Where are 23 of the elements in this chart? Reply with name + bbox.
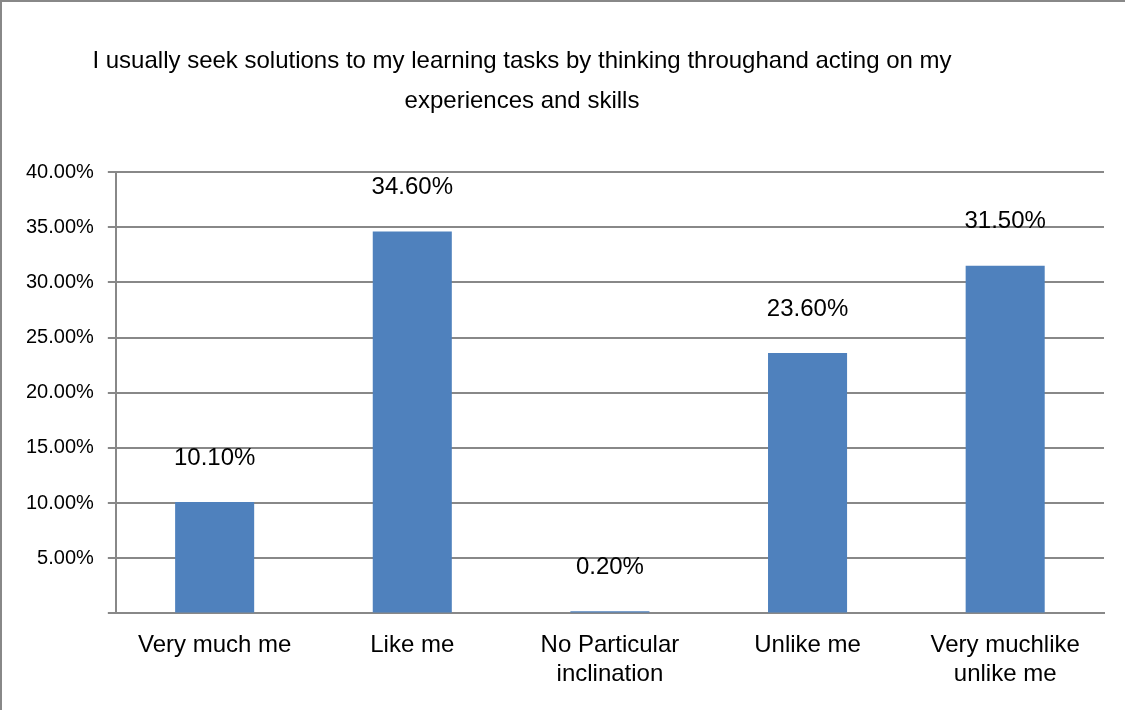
x-tick-label: No Particular inclination xyxy=(540,630,680,687)
data-label: 31.50% xyxy=(964,206,1046,234)
bar xyxy=(768,352,848,613)
x-tick-label: Very much me xyxy=(137,630,292,658)
y-tick-label: 10.00% xyxy=(25,490,95,513)
y-tick-label: 5.00% xyxy=(37,545,95,568)
x-tick-label: Very muchlike unlike me xyxy=(930,630,1080,687)
data-label: 23.60% xyxy=(766,293,849,321)
y-tick-label: 20.00% xyxy=(25,380,95,403)
bar xyxy=(965,265,1045,613)
data-label: 10.10% xyxy=(173,442,256,470)
data-label: 0.20% xyxy=(575,551,644,579)
y-tick-label: 15.00% xyxy=(25,435,95,458)
data-label: 34.60% xyxy=(371,172,453,200)
bar xyxy=(372,231,452,613)
chart-title: I usually seek solutions to my learning tasks by thinking throughand acting on my experiences and skills xyxy=(92,45,952,115)
y-tick-label: 40.00% xyxy=(25,159,95,182)
x-tick-label: Unlike me xyxy=(754,630,861,658)
y-tick-label: 30.00% xyxy=(25,269,95,292)
x-tick-label: Like me xyxy=(370,630,455,658)
bar xyxy=(175,501,255,613)
y-tick-label: 25.00% xyxy=(25,325,95,348)
y-tick-label: 35.00% xyxy=(25,214,95,237)
